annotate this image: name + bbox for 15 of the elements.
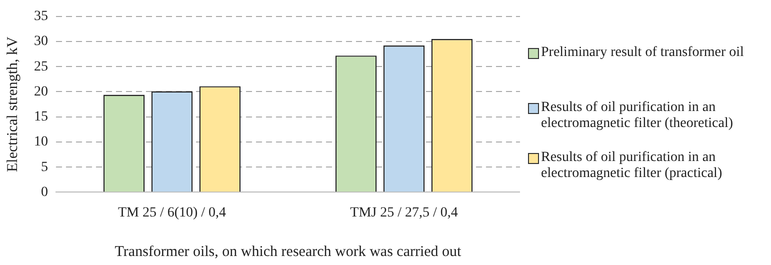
y-tick-label: 0 <box>41 184 48 200</box>
y-tick-label: 20 <box>34 84 48 100</box>
legend-label: Results of oil purification in an electromagnetic filter (theoretical) <box>541 100 734 132</box>
y-tick-label: 10 <box>34 134 48 150</box>
legend-label: Preliminary result of transformer oil <box>541 45 744 61</box>
y-tick-label: 35 <box>34 9 48 24</box>
x-axis-title: Transformer oils, on which research work was carried out <box>114 244 462 260</box>
y-tick-label: 25 <box>34 59 48 74</box>
x-tick-label: TMJ 25 / 27,5 / 0,4 <box>350 205 458 220</box>
y-tick-label: 30 <box>34 34 48 50</box>
y-tick-label: 15 <box>34 110 48 125</box>
legend-label: Results of oil purification in an electromagnetic filter (practical) <box>541 150 724 182</box>
y-tick-label: 5 <box>41 160 48 175</box>
y-axis-title: Electrical strength, kV <box>4 36 21 172</box>
x-tick-label: TM 25 / 6(10) / 0,4 <box>118 205 226 220</box>
